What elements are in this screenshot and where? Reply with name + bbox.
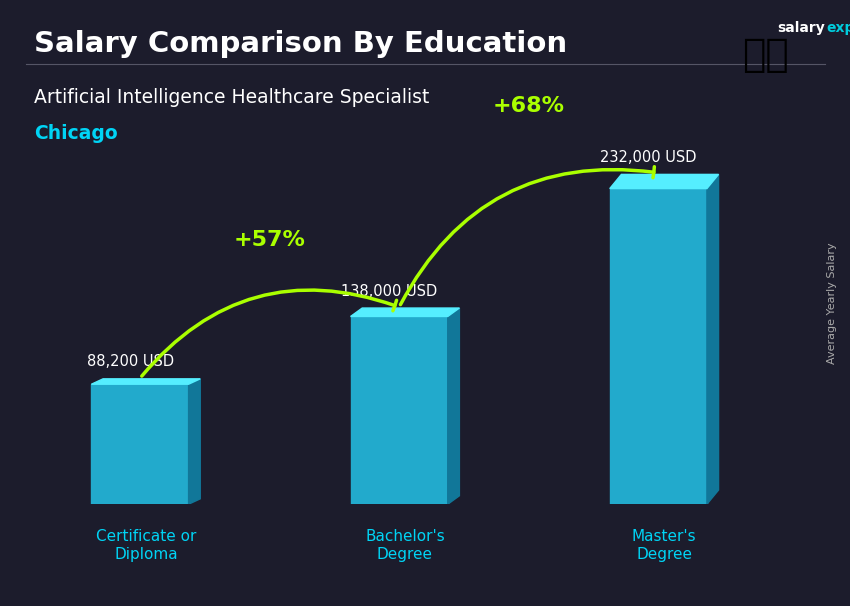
- Text: 88,200 USD: 88,200 USD: [87, 355, 174, 369]
- Text: Average Yearly Salary: Average Yearly Salary: [827, 242, 837, 364]
- Polygon shape: [350, 308, 459, 316]
- Text: 138,000 USD: 138,000 USD: [342, 284, 438, 299]
- Text: 🇺🇸: 🇺🇸: [741, 36, 788, 73]
- Polygon shape: [92, 379, 201, 384]
- Text: 232,000 USD: 232,000 USD: [600, 150, 697, 165]
- Bar: [609, 188, 707, 504]
- Text: Chicago: Chicago: [34, 124, 117, 143]
- Text: salary: salary: [777, 21, 824, 35]
- Text: Artificial Intelligence Healthcare Specialist: Artificial Intelligence Healthcare Speci…: [34, 88, 429, 107]
- Text: Salary Comparison By Education: Salary Comparison By Education: [34, 30, 567, 58]
- Text: +68%: +68%: [493, 96, 564, 116]
- Polygon shape: [609, 175, 718, 188]
- Polygon shape: [189, 379, 201, 504]
- Polygon shape: [448, 308, 459, 504]
- Polygon shape: [707, 175, 718, 504]
- Bar: [350, 316, 448, 504]
- Text: Bachelor's
Degree: Bachelor's Degree: [366, 530, 445, 562]
- Text: Certificate or
Diploma: Certificate or Diploma: [96, 530, 196, 562]
- Text: +57%: +57%: [234, 230, 305, 250]
- Text: Master's
Degree: Master's Degree: [632, 530, 696, 562]
- Text: explorer: explorer: [826, 21, 850, 35]
- Bar: [92, 384, 189, 504]
